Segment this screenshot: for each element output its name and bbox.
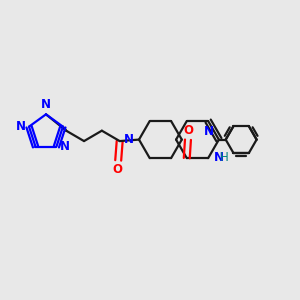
- Text: O: O: [183, 124, 193, 137]
- Text: N: N: [60, 140, 70, 153]
- Text: N: N: [41, 98, 51, 111]
- Text: O: O: [112, 164, 122, 176]
- Text: N: N: [214, 151, 224, 164]
- Text: H: H: [220, 151, 228, 164]
- Text: N: N: [204, 124, 214, 138]
- Text: N: N: [15, 120, 26, 133]
- Text: N: N: [124, 133, 134, 146]
